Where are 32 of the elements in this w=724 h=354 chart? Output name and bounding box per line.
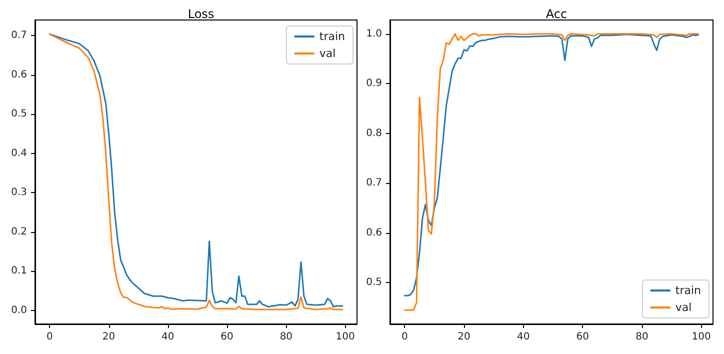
x-tick-label: 100 [336,332,355,342]
y-tick-label: 0.6 [366,227,382,238]
chart-title: Loss [188,7,214,21]
y-tick-label: 0.6 [11,69,27,80]
x-tick-label: 60 [576,332,590,342]
y-tick-label: 0.0 [11,304,27,316]
x-tick-label: 20 [102,332,116,342]
y-tick-label: 0.4 [11,148,27,159]
x-tick-label: 60 [220,332,234,342]
y-tick-label: 0.8 [366,128,382,139]
x-tick-label: 80 [636,332,648,342]
x-tick-label: 80 [280,332,293,342]
y-tick-label: 0.2 [11,226,27,238]
x-tick-label: 0 [401,332,408,342]
x-tick-label: 100 [692,332,711,342]
y-tick-label: 0.5 [366,277,382,288]
chart-title: Acc [546,7,568,21]
legend-label: train [675,284,702,297]
x-tick-label: 40 [162,332,174,342]
x-tick-label: 0 [46,332,53,342]
legend-label: val [319,47,336,60]
y-tick-label: 0.1 [11,266,27,277]
x-tick-label: 20 [458,332,470,342]
y-tick-label: 0.7 [11,30,27,42]
y-tick-label: 0.3 [11,187,27,198]
y-tick-label: 1.0 [366,28,382,40]
x-tick-label: 40 [516,332,530,342]
legend-label: val [675,301,692,314]
y-tick-label: 0.9 [366,78,382,90]
y-tick-label: 0.5 [11,108,27,120]
y-tick-label: 0.7 [366,178,382,189]
legend-label: train [319,30,346,43]
